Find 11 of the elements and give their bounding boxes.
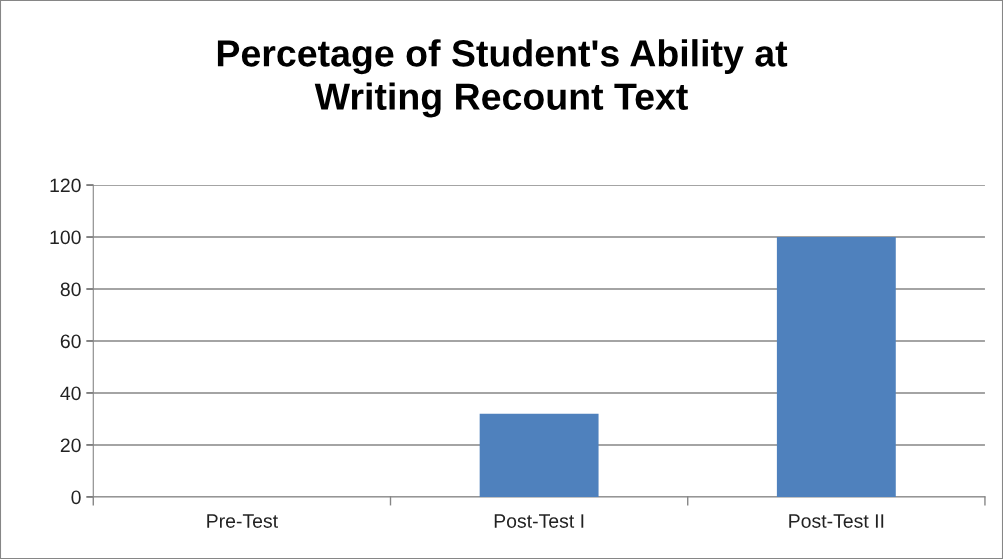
y-tick-label: 40: [60, 386, 81, 401]
y-tick-label: 0: [71, 490, 81, 505]
y-tick-label: 120: [50, 178, 81, 193]
y-tick-label: 80: [60, 282, 81, 297]
y-tick-label: 100: [50, 230, 81, 245]
x-tick-label: Post-Test I: [494, 514, 584, 528]
y-tick-label: 20: [60, 438, 81, 453]
x-tick-label: Post-Test II: [789, 514, 884, 528]
y-tick-label: 60: [60, 334, 81, 349]
chart-title: Percetage of Student's Ability at Writing Recount Text: [217, 39, 788, 118]
x-tick-label: Pre-Test: [207, 514, 278, 528]
